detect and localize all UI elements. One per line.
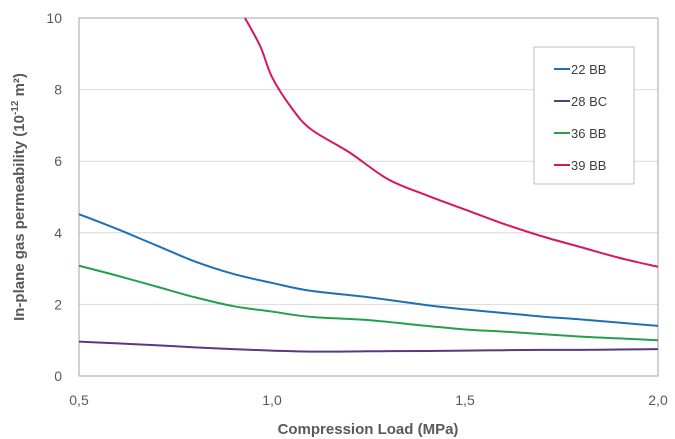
plot-area-border — [78, 17, 659, 377]
legend-label-36-bb: 36 BB — [571, 126, 606, 141]
series-line-36-bb — [78, 264, 659, 342]
y-axis-title: In-plane gas permeability (10-12 m²) — [10, 73, 28, 321]
legend: 22 BB 28 BC 36 BB 39 BB — [533, 46, 635, 185]
y-tick-label-5: 10 — [46, 10, 62, 26]
x-tick-label-2: 1,5 — [455, 392, 475, 408]
y-tick-label-1: 2 — [54, 296, 62, 312]
x-axis-title: Compression Load (MPa) — [278, 421, 459, 438]
y-tick-label-4: 8 — [54, 82, 62, 98]
legend-items: 22 BB 28 BC 36 BB 39 BB — [554, 62, 607, 173]
y-axis-title-suffix: m²) — [11, 73, 28, 101]
y-axis-title-exponent: -12 — [10, 100, 21, 115]
legend-label-28-bc: 28 BC — [571, 94, 607, 109]
y-tick-label-0: 0 — [54, 368, 62, 384]
legend-label-22-bb: 22 BB — [571, 62, 606, 77]
y-tick-label-3: 6 — [54, 153, 62, 169]
series-line-39-bb — [244, 17, 659, 268]
legend-label-39-bb: 39 BB — [571, 158, 606, 173]
y-axis-title-prefix: In-plane gas permeability (10 — [11, 115, 28, 321]
series-lines — [78, 17, 659, 353]
x-tick-label-3: 2,0 — [648, 392, 668, 408]
y-tick-label-2: 4 — [54, 225, 62, 241]
x-tick-labels: 0,5 1,0 1,5 2,0 — [69, 392, 668, 408]
x-tick-label-1: 1,0 — [262, 392, 282, 408]
series-line-28-bc — [78, 340, 659, 353]
axes — [78, 17, 659, 377]
series-line-22-bb — [78, 213, 659, 327]
x-tick-label-0: 0,5 — [69, 392, 89, 408]
y-tick-labels: 0 2 4 6 8 10 — [46, 10, 62, 384]
legend-box — [533, 46, 635, 185]
